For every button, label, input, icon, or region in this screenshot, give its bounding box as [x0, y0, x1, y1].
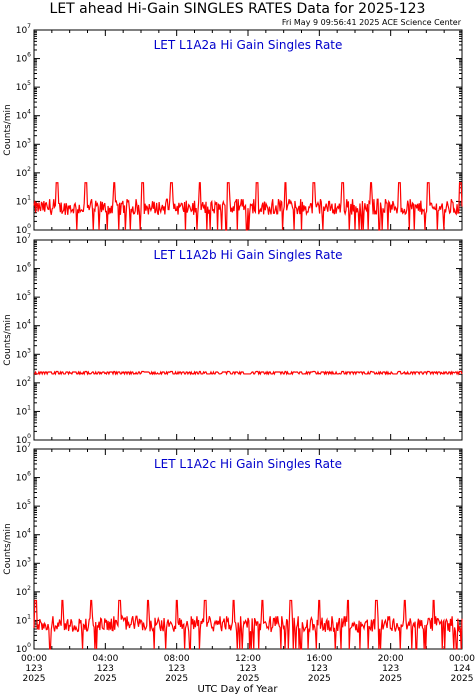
y-tick-label: 101: [16, 194, 31, 207]
x-tick-label: 2025: [237, 674, 260, 684]
y-tick-label: 102: [16, 166, 31, 179]
x-tick-label: 2025: [23, 674, 46, 684]
y-tick-label: 104: [16, 319, 31, 332]
x-tick-label: 123: [239, 664, 256, 674]
plot-frame: [33, 239, 463, 441]
x-tick-label: 2025: [94, 674, 117, 684]
x-tick-label: 00:00: [449, 654, 475, 664]
y-tick-label: 105: [16, 499, 31, 512]
series-line: [34, 370, 463, 376]
x-tick-label: 16:00: [306, 654, 332, 664]
x-axis-label: UTC Day of Year: [197, 684, 278, 695]
y-tick-label: 101: [16, 613, 31, 626]
y-tick-label: 106: [16, 262, 31, 275]
y-axis-label: Counts/min: [3, 523, 13, 574]
y-axis-label: Counts/min: [3, 314, 13, 365]
x-tick-label: 08:00: [164, 654, 190, 664]
x-tick-label: 124: [453, 664, 470, 674]
y-tick-label: 104: [16, 528, 31, 541]
y-axis-label: Counts/min: [3, 104, 13, 155]
y-tick-label: 102: [16, 376, 31, 389]
panel-title: LET L1A2c Hi Gain Singles Rate: [154, 457, 342, 471]
y-tick-label: 104: [16, 109, 31, 122]
y-tick-label: 107: [16, 23, 31, 36]
chart-title: LET ahead Hi-Gain SINGLES RATES Data for…: [49, 1, 426, 17]
y-tick-label: 101: [16, 404, 31, 417]
y-tick-label: 103: [16, 556, 31, 569]
x-tick-label: 123: [382, 664, 399, 674]
timestamp-label: Fri May 9 09:56:41 2025 ACE Science Cent…: [281, 18, 461, 27]
y-tick-label: 103: [16, 347, 31, 360]
x-tick-label: 123: [25, 664, 42, 674]
x-tick-label: 12:00: [235, 654, 261, 664]
y-tick-label: 105: [16, 290, 31, 303]
y-tick-label: 102: [16, 585, 31, 598]
x-tick-label: 123: [97, 664, 114, 674]
y-tick-label: 106: [16, 52, 31, 65]
x-tick-label: 2025: [308, 674, 331, 684]
y-tick-label: 105: [16, 80, 31, 93]
x-tick-label: 123: [168, 664, 185, 674]
panel-title: LET L1A2b Hi Gain Singles Rate: [153, 248, 342, 262]
x-tick-label: 04:00: [92, 654, 118, 664]
series-line: [33, 599, 463, 650]
series-line: [33, 182, 463, 231]
x-tick-label: 2025: [165, 674, 188, 684]
x-tick-label: 00:00: [21, 654, 47, 664]
panel-title: LET L1A2a Hi Gain Singles Rate: [154, 38, 343, 52]
y-tick-label: 103: [16, 137, 31, 150]
x-tick-label: 20:00: [378, 654, 404, 664]
x-tick-label: 2025: [451, 674, 474, 684]
x-tick-label: 123: [311, 664, 328, 674]
y-tick-label: 106: [16, 471, 31, 484]
x-tick-label: 2025: [379, 674, 402, 684]
